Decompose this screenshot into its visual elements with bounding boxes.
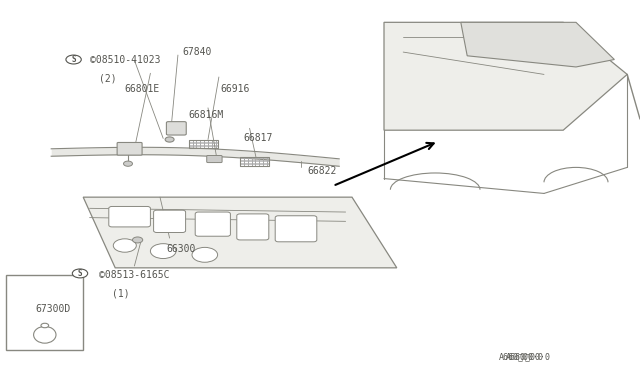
Polygon shape	[83, 197, 397, 268]
Circle shape	[192, 247, 218, 262]
FancyBboxPatch shape	[117, 142, 142, 155]
Text: A660⁂00·0: A660⁂00·0	[499, 353, 544, 362]
FancyBboxPatch shape	[166, 122, 186, 135]
Text: ©08513-6165C: ©08513-6165C	[99, 270, 170, 280]
FancyBboxPatch shape	[195, 212, 230, 236]
Circle shape	[132, 237, 143, 243]
Text: (1): (1)	[112, 289, 130, 299]
Text: 66916: 66916	[221, 84, 250, 94]
Text: 66822: 66822	[307, 166, 337, 176]
Text: 67840: 67840	[182, 47, 212, 57]
Ellipse shape	[34, 327, 56, 343]
FancyBboxPatch shape	[237, 214, 269, 240]
FancyBboxPatch shape	[109, 206, 150, 227]
FancyBboxPatch shape	[154, 210, 186, 232]
Text: 66817: 66817	[243, 133, 273, 142]
FancyBboxPatch shape	[207, 155, 222, 163]
Polygon shape	[384, 22, 627, 130]
Text: 66801E: 66801E	[125, 84, 160, 94]
Bar	[189, 140, 218, 148]
Text: S: S	[71, 55, 76, 64]
Circle shape	[124, 161, 132, 166]
Polygon shape	[461, 22, 614, 67]
Text: S: S	[77, 269, 83, 278]
Text: 67300D: 67300D	[35, 304, 70, 314]
Circle shape	[41, 323, 49, 328]
Text: A660⁂00·0: A660⁂00·0	[506, 353, 550, 362]
FancyBboxPatch shape	[275, 216, 317, 242]
Bar	[240, 157, 269, 166]
Text: (2): (2)	[99, 73, 117, 83]
Text: ©08510-41023: ©08510-41023	[90, 55, 160, 64]
Text: 66300: 66300	[166, 244, 196, 254]
Text: 66816M: 66816M	[189, 110, 224, 120]
FancyBboxPatch shape	[6, 275, 83, 350]
Circle shape	[113, 239, 136, 252]
Circle shape	[165, 137, 174, 142]
Circle shape	[72, 269, 88, 278]
Circle shape	[150, 244, 176, 259]
Circle shape	[66, 55, 81, 64]
